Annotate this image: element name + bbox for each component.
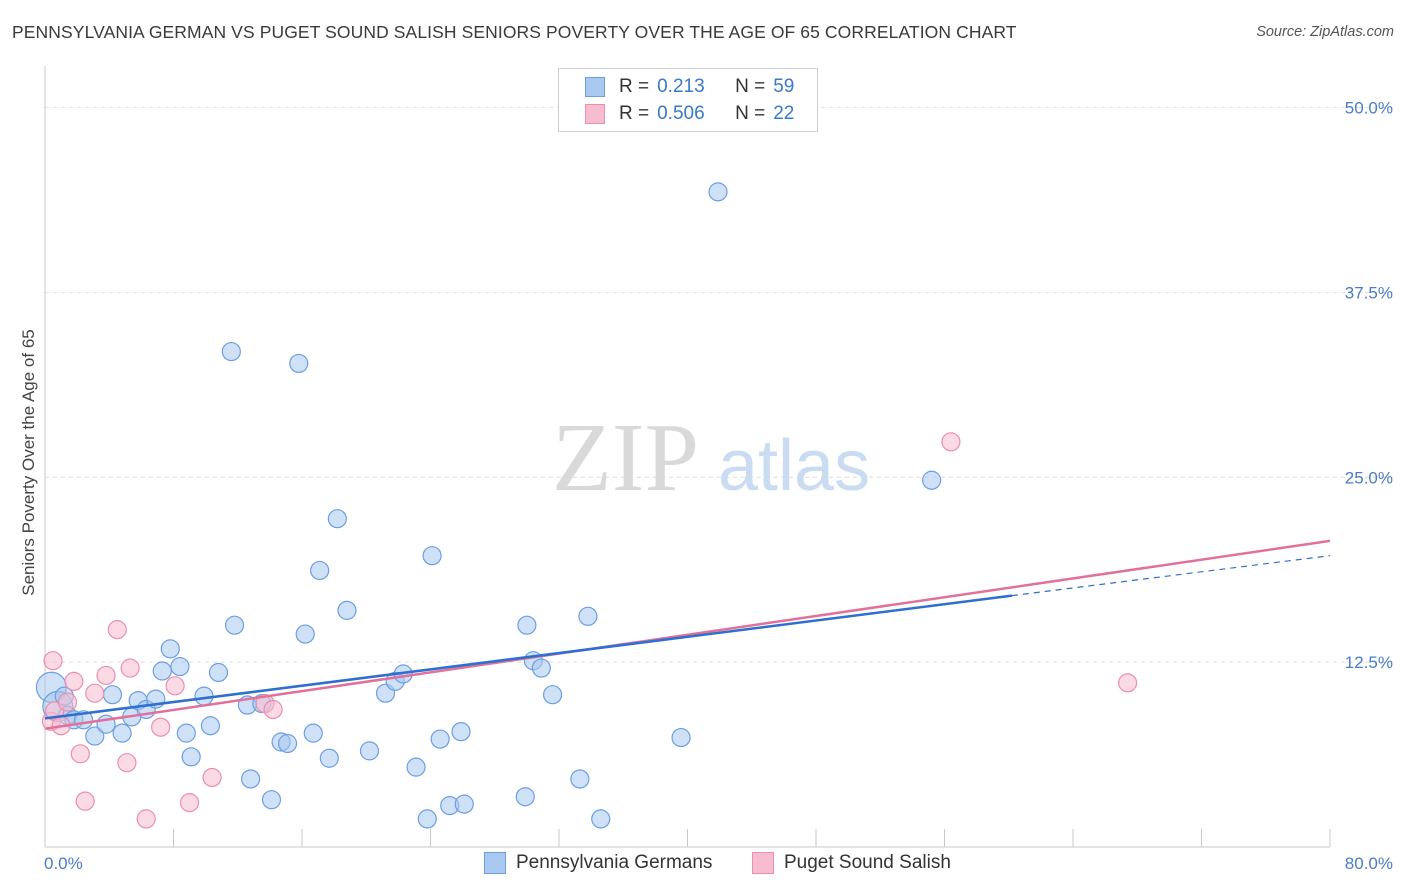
bottom-legend-pennsylvania-germans: Pennsylvania Germans [484,852,712,874]
data-point-blue [578,606,598,626]
bottom-legend-label: Puget Sound Salish [784,852,951,873]
data-point-blue [531,658,551,678]
data-point-pink [64,671,84,691]
data-point-blue [160,639,180,659]
legend-n-value: 22 [773,103,795,124]
data-point-blue [337,600,357,620]
x-tick-label: 80.0% [1345,854,1393,873]
x-tick-label: 0.0% [44,854,83,873]
legend-row-puget-sound-salish: R = 0.506 N = 22 [585,102,794,126]
data-point-blue [303,723,323,743]
data-point-blue [200,716,221,736]
data-point-blue [176,723,196,743]
data-point-blue [515,787,535,807]
data-point-pink [85,683,105,703]
data-point-blue [208,662,229,683]
data-point-pink [107,620,127,640]
trend-line-blue [44,594,1013,720]
data-point-blue [406,757,426,777]
legend-r-label: R = [619,103,650,124]
watermark: ZIP atlas [552,404,870,512]
data-point-blue [542,685,563,705]
data-point-pink [263,699,283,720]
correlation-legend: R = 0.213 N = 59 R = 0.506 N = 22 [558,68,818,132]
data-point-blue [708,182,728,202]
trend-line-blue-dashed [1011,555,1331,597]
legend-r-label: R = [619,76,650,97]
data-point-blue [170,656,190,677]
data-point-pink [120,658,140,678]
data-point-blue [454,794,474,814]
data-point-pink [75,791,95,811]
bottom-legend-label: Pennsylvania Germans [516,852,713,873]
data-point-pink [941,432,961,452]
watermark-atlas: atlas [718,426,870,506]
data-point-pink [43,651,63,671]
data-point-pink [70,744,90,764]
data-point-blue [430,729,450,749]
data-point-blue [310,560,330,581]
legend-n-label: N = [735,103,766,124]
legend-n-label: N = [735,76,766,97]
data-point-pink [117,753,137,773]
data-point-blue [85,726,105,746]
data-point-blue [112,723,132,743]
y-tick-label: 25.0% [1345,468,1393,487]
tick-labels: 12.5% 25.0% 37.5% 50.0% 0.0% 80.0% Seniors Pov… [19,99,1393,873]
data-point-blue [359,741,380,761]
data-point-blue [224,615,245,635]
data-point-blue [327,509,347,529]
source-label: Source: ZipAtlas.com [1256,24,1394,40]
data-point-blue [181,747,201,767]
data-point-blue [922,470,942,490]
bottom-legend-puget-sound-salish: Puget Sound Salish [752,852,951,874]
data-point-blue [570,769,590,789]
watermark-zip: ZIP [552,404,699,512]
bottom-legend-swatch-blue [484,852,506,874]
data-point-blue [277,733,298,754]
data-point-blue [261,790,282,810]
data-point-blue [451,722,471,742]
data-point-blue [241,769,261,789]
data-point-blue [221,341,241,362]
y-tick-label: 50.0% [1345,99,1393,118]
data-point-blue [295,624,315,644]
data-point-blue [319,748,339,768]
series-puget-sound-salish [41,432,1138,829]
data-point-blue [671,727,691,748]
data-point-blue [517,615,537,635]
data-point-pink [179,793,200,813]
data-point-blue [289,353,309,374]
bottom-legend-swatch-pink [752,852,774,874]
chart-title: PENNSYLVANIA GERMAN VS PUGET SOUND SALIS… [12,22,1017,42]
data-point-pink [57,692,78,712]
legend-row-pennsylvania-germans: R = 0.213 N = 59 [585,75,794,99]
y-tick-label: 12.5% [1345,653,1393,672]
legend-r-value: 0.506 [657,103,705,124]
legend-n-value: 59 [773,76,795,97]
trend-lines [44,539,1331,730]
data-point-pink [165,676,185,696]
trend-line-pink [44,539,1331,730]
data-point-blue [152,661,172,681]
data-point-pink [136,809,156,829]
legend-r-value: 0.213 [657,76,705,97]
data-point-blue [422,546,442,566]
data-point-blue [102,685,123,705]
data-point-blue [591,809,611,829]
data-point-pink [96,665,116,686]
data-point-blue [417,809,437,829]
legend-swatch-pink [585,104,605,124]
y-axis-label: Seniors Poverty Over the Age of 65 [19,329,38,595]
y-tick-label: 37.5% [1345,283,1393,302]
legend-swatch-blue [585,77,605,97]
data-point-pink [202,767,222,788]
data-point-pink [1118,673,1138,693]
data-point-pink [151,717,171,737]
